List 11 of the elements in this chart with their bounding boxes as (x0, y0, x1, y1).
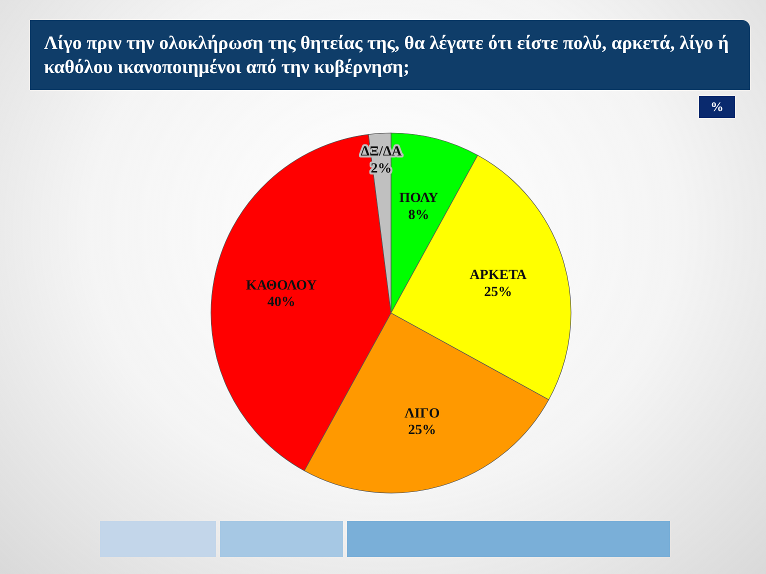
data-label: 40% (267, 295, 296, 310)
slice-label: ΛΙΓΟ (404, 406, 440, 422)
slice-label: ΔΞ/ΔΑ (360, 144, 403, 160)
data-label: 8% (408, 208, 430, 223)
data-label: 25% (408, 423, 436, 438)
chart-title: Λίγο πριν την ολοκλήρωση της θητείας της, θα λέγατε ότι είστε πολύ, αρκετά, λίγο ή καθόλου ικανοποιημένοι από την κυβέρνηση; (44, 33, 729, 78)
text: % (710, 99, 724, 114)
slice-label: ΠΟΛΥ (399, 191, 438, 206)
slice-label: ΑΡΚΕΤΑ (470, 268, 528, 284)
data-label: 25% (484, 284, 512, 300)
slice-label: ΚΑΘΟΛΟΥ (246, 278, 317, 294)
